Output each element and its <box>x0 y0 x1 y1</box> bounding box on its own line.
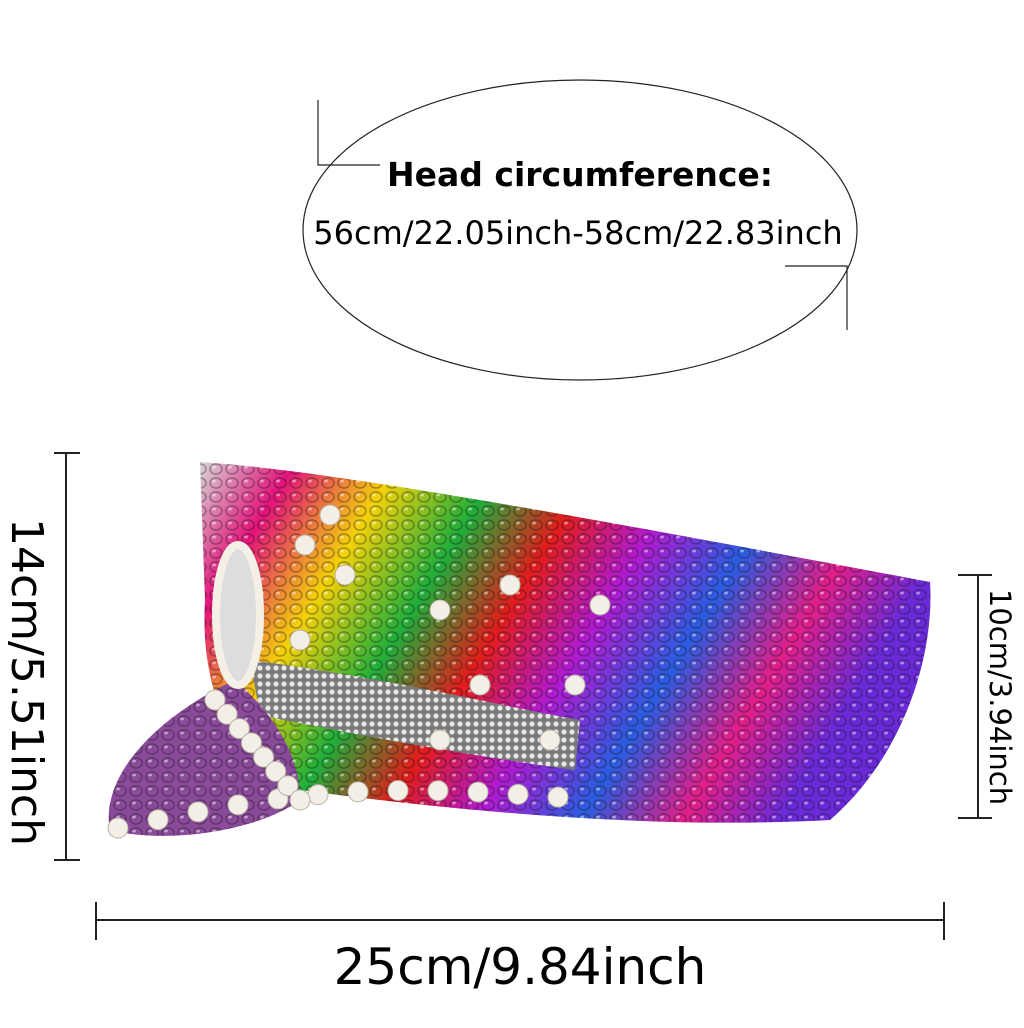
circumference-ellipse <box>302 79 858 381</box>
pearl <box>187 801 209 823</box>
pearl <box>107 817 129 839</box>
pearl <box>589 594 611 616</box>
pearl <box>427 780 449 802</box>
pearl <box>289 629 311 651</box>
pearl <box>539 729 561 751</box>
hat-visor-sequins <box>108 680 301 836</box>
pearl <box>307 784 329 806</box>
hat-badge <box>212 541 264 689</box>
pearl <box>347 781 369 803</box>
pearl <box>334 564 356 586</box>
pearl <box>429 599 451 621</box>
pearl <box>228 718 250 740</box>
corner-mark <box>317 100 380 166</box>
crown-height-label: 10cm/3.94inch <box>983 589 1017 805</box>
circumference-range: 56cm/22.05inch-58cm/22.83inch <box>313 214 842 252</box>
pearl <box>564 674 586 696</box>
length-label: 25cm/9.84inch <box>334 938 707 996</box>
pearl <box>253 746 275 768</box>
pearl <box>294 534 316 556</box>
pearl <box>147 809 169 831</box>
pearl <box>547 786 569 808</box>
pearl <box>265 760 287 782</box>
corner-mark <box>785 265 848 330</box>
height-label: 14cm/5.51inch <box>1 518 52 846</box>
hat-band <box>250 660 580 770</box>
pearl <box>507 783 529 805</box>
pearl <box>277 775 299 797</box>
pearl <box>240 732 262 754</box>
pearl <box>227 794 249 816</box>
pearl <box>204 689 226 711</box>
pearl <box>499 574 521 596</box>
pearl <box>319 504 341 526</box>
pearl <box>469 674 491 696</box>
pearl <box>467 781 489 803</box>
pearl <box>216 703 238 725</box>
pearl <box>387 780 409 802</box>
circumference-title: Head circumference: <box>387 155 773 194</box>
hat <box>107 462 931 839</box>
pearl <box>289 789 311 811</box>
pearl <box>429 729 451 751</box>
